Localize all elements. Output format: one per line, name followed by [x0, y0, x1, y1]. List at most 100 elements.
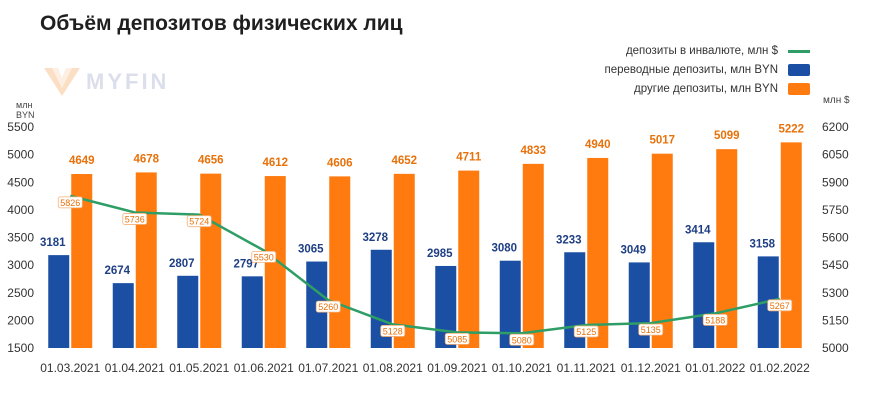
data-label-other: 4652: [391, 155, 417, 167]
x-tick-label: 01.06.2021: [234, 361, 294, 375]
data-label-box-fx: [122, 213, 148, 225]
bar-other: [651, 153, 673, 348]
bar-other: [71, 174, 93, 348]
y-tick-left: 2000: [7, 313, 34, 327]
bar-other: [329, 176, 351, 348]
data-label-fx: 5260: [318, 302, 338, 312]
x-tick-label: 01.09.2021: [427, 361, 487, 375]
legend-item-transfer: переводные депозиты, млн BYN: [605, 61, 810, 79]
data-label-other: 5099: [714, 130, 740, 142]
data-label-transfer: 3278: [362, 232, 388, 244]
y-tick-left: 3000: [7, 258, 34, 272]
data-label-box-fx: [638, 323, 664, 336]
bar-other: [522, 163, 544, 348]
legend-item-fx: депозиты в инвалюте, млн $: [605, 42, 810, 60]
legend-label: депозиты в инвалюте, млн $: [625, 45, 778, 57]
brand-name: MYFIN: [86, 69, 170, 94]
y-tick-right: 6200: [822, 120, 849, 134]
y-tick-left: 5500: [7, 120, 34, 134]
bar-transfer: [499, 260, 521, 348]
y-tick-right: 5150: [822, 313, 849, 327]
y-tick-left: 1500: [7, 341, 34, 355]
data-label-box-fx: [186, 215, 212, 228]
left-axis-unit-line2: BYN: [16, 110, 35, 120]
y-tick-left: 4500: [7, 175, 34, 189]
bar-transfer: [370, 249, 392, 348]
right-axis-unit: млн $: [823, 95, 850, 106]
bar-other: [458, 170, 480, 348]
bar-transfer: [435, 265, 457, 348]
bar-other: [716, 149, 738, 348]
legend-item-other: другие депозиты, млн BYN: [605, 80, 810, 98]
bar-transfer: [48, 255, 70, 348]
data-label-fx: 5530: [254, 252, 274, 262]
y-tick-right: 5900: [822, 175, 849, 189]
bar-transfer: [241, 276, 263, 348]
data-label-fx: 5736: [125, 214, 145, 224]
bar-other: [393, 173, 415, 348]
data-label-other: 4656: [198, 155, 224, 167]
data-label-box-fx: [380, 325, 406, 337]
bar-other: [780, 142, 802, 348]
data-label-fx: 5724: [189, 217, 209, 227]
data-label-fx: 5080: [512, 335, 532, 345]
data-label-transfer: 2985: [427, 248, 453, 260]
logo-icon: [44, 68, 80, 96]
bar-other: [587, 157, 609, 348]
data-label-transfer: 3065: [298, 244, 324, 256]
data-label-fx: 5826: [60, 198, 80, 208]
x-tick-label: 01.07.2021: [298, 361, 358, 375]
bar-other: [135, 172, 157, 348]
data-label-box-fx: [315, 300, 341, 313]
line-fx-deposits: [69, 194, 781, 335]
data-label-other: 5017: [649, 135, 675, 147]
bar-transfer: [112, 283, 134, 348]
legend-swatch-line: [788, 49, 810, 53]
bar-transfer: [693, 242, 715, 348]
data-label-other: 4678: [133, 153, 159, 165]
data-label-other: 4649: [69, 155, 95, 167]
legend-label: другие депозиты, млн BYN: [634, 83, 778, 95]
legend-swatch-orange: [788, 83, 810, 95]
x-tick-label: 01.04.2021: [105, 361, 165, 375]
y-tick-right: 5000: [822, 341, 849, 355]
data-label-transfer: 3080: [491, 243, 517, 255]
left-axis-unit: млн BYN: [16, 100, 35, 120]
data-label-other: 4612: [262, 157, 288, 169]
data-label-box-fx: [444, 332, 470, 345]
y-tick-right: 6050: [822, 148, 849, 162]
y-tick-right: 5600: [822, 231, 849, 245]
data-label-fx: 5125: [576, 327, 596, 337]
data-label-transfer: 3049: [620, 244, 646, 256]
x-tick-label: 01.05.2021: [169, 361, 229, 375]
legend: депозиты в инвалюте, млн $ переводные де…: [605, 42, 810, 99]
brand-watermark: MYFIN: [44, 68, 169, 96]
data-label-box-fx: [702, 313, 728, 326]
data-label-other: 4606: [327, 157, 353, 169]
data-label-fx: 5267: [770, 301, 790, 311]
data-label-other: 5222: [778, 123, 804, 135]
bar-transfer: [564, 252, 586, 348]
data-label-fx: 5128: [383, 326, 403, 336]
legend-swatch-blue: [788, 64, 810, 76]
x-tick-label: 01.11.2021: [557, 361, 616, 375]
bar-other: [200, 173, 222, 348]
data-label-box-fx: [57, 196, 83, 209]
data-label-other: 4833: [520, 145, 546, 157]
y-tick-right: 5450: [822, 258, 849, 272]
data-label-box-fx: [767, 299, 793, 312]
y-tick-left: 4000: [7, 203, 34, 217]
x-tick-label: 01.02.2022: [750, 361, 810, 375]
y-tick-right: 5750: [822, 203, 849, 217]
data-label-other: 4711: [456, 152, 482, 164]
y-tick-right: 5300: [822, 286, 849, 300]
x-tick-label: 01.03.2021: [40, 361, 100, 375]
x-tick-label: 01.08.2021: [363, 361, 423, 375]
data-label-transfer: 2807: [169, 258, 195, 270]
data-label-transfer: 3158: [749, 238, 775, 250]
data-label-box-fx: [251, 250, 277, 263]
data-label-other: 4940: [585, 139, 611, 151]
data-label-fx: 5135: [641, 325, 661, 335]
x-tick-label: 01.01.2022: [685, 361, 745, 375]
